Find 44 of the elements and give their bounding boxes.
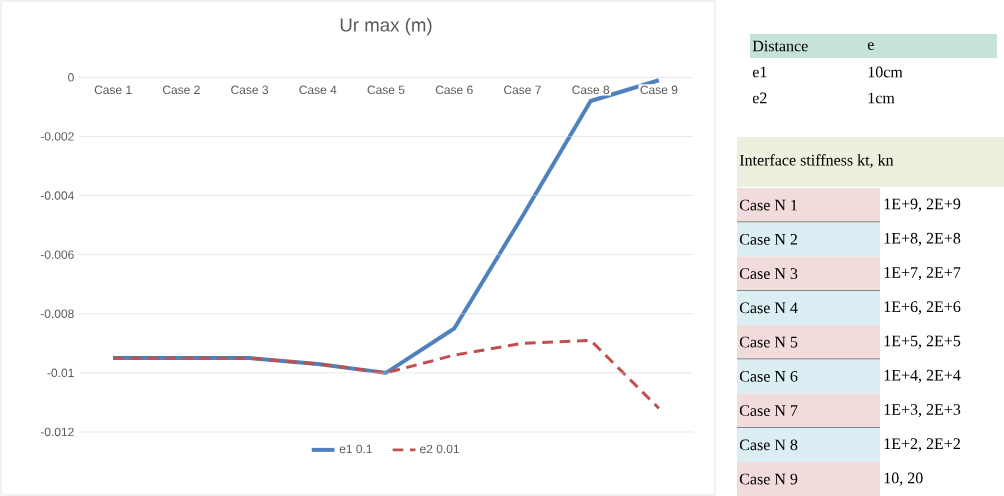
chart-title: Ur max (m) [340, 17, 432, 36]
text: 1E+2, 2E+2 [884, 438, 960, 452]
text: Case N 6 [739, 370, 798, 382]
y-tick-label: -0.01 [47, 368, 74, 378]
text: Case N 1 [739, 199, 797, 211]
text: 1E+5, 2E+5 [884, 335, 961, 349]
y-tick-label: -0.008 [40, 309, 74, 319]
text: 1E+8, 2E+8 [884, 232, 961, 246]
x-tick-label: Case 8 [572, 85, 610, 95]
y-tick-label: -0.006 [40, 250, 74, 259]
text: Case N 8 [739, 439, 798, 451]
text: Case N 9 [739, 473, 798, 485]
text: Case N 3 [739, 268, 798, 279]
legend-label: e1 0.1 [339, 444, 372, 454]
text: e2 [752, 92, 767, 104]
x-tick-label: Case 5 [367, 85, 405, 95]
x-tick-label: Case 9 [640, 85, 678, 95]
y-tick-label: 0 [68, 73, 74, 82]
x-tick-label: Case 7 [504, 85, 541, 95]
x-tick-label: Case 1 [94, 85, 132, 95]
x-tick-label: Case 4 [299, 85, 337, 95]
text: Interface stiffness kt, kn [739, 154, 894, 168]
text: 1E+3, 2E+3 [884, 404, 961, 418]
y-tick-label: -0.002 [40, 132, 74, 141]
text: 10cm [868, 66, 903, 78]
y-tick-label: -0.004 [40, 191, 74, 200]
text: Case N 2 [739, 233, 798, 245]
x-tick-label: Case 6 [435, 85, 473, 95]
text: 1E+4, 2E+4 [884, 369, 961, 383]
text: Distance [752, 40, 808, 52]
text: 1E+6, 2E+6 [884, 301, 961, 315]
x-tick-label: Case 2 [162, 85, 200, 95]
text: e [867, 42, 874, 50]
text: e1 [752, 66, 767, 78]
x-tick-label: Case 3 [231, 85, 269, 95]
text: 10, 20 [884, 472, 923, 486]
text: Case N 7 [739, 405, 798, 416]
y-tick-label: -0.012 [40, 427, 74, 437]
text: Case N 5 [739, 336, 798, 348]
text: 1E+9, 2E+9 [884, 198, 961, 212]
legend-label: e2 0.01 [420, 444, 459, 454]
text: 1cm [868, 92, 895, 104]
text: 1E+7, 2E+7 [884, 267, 961, 281]
text: Case N 4 [739, 302, 798, 314]
